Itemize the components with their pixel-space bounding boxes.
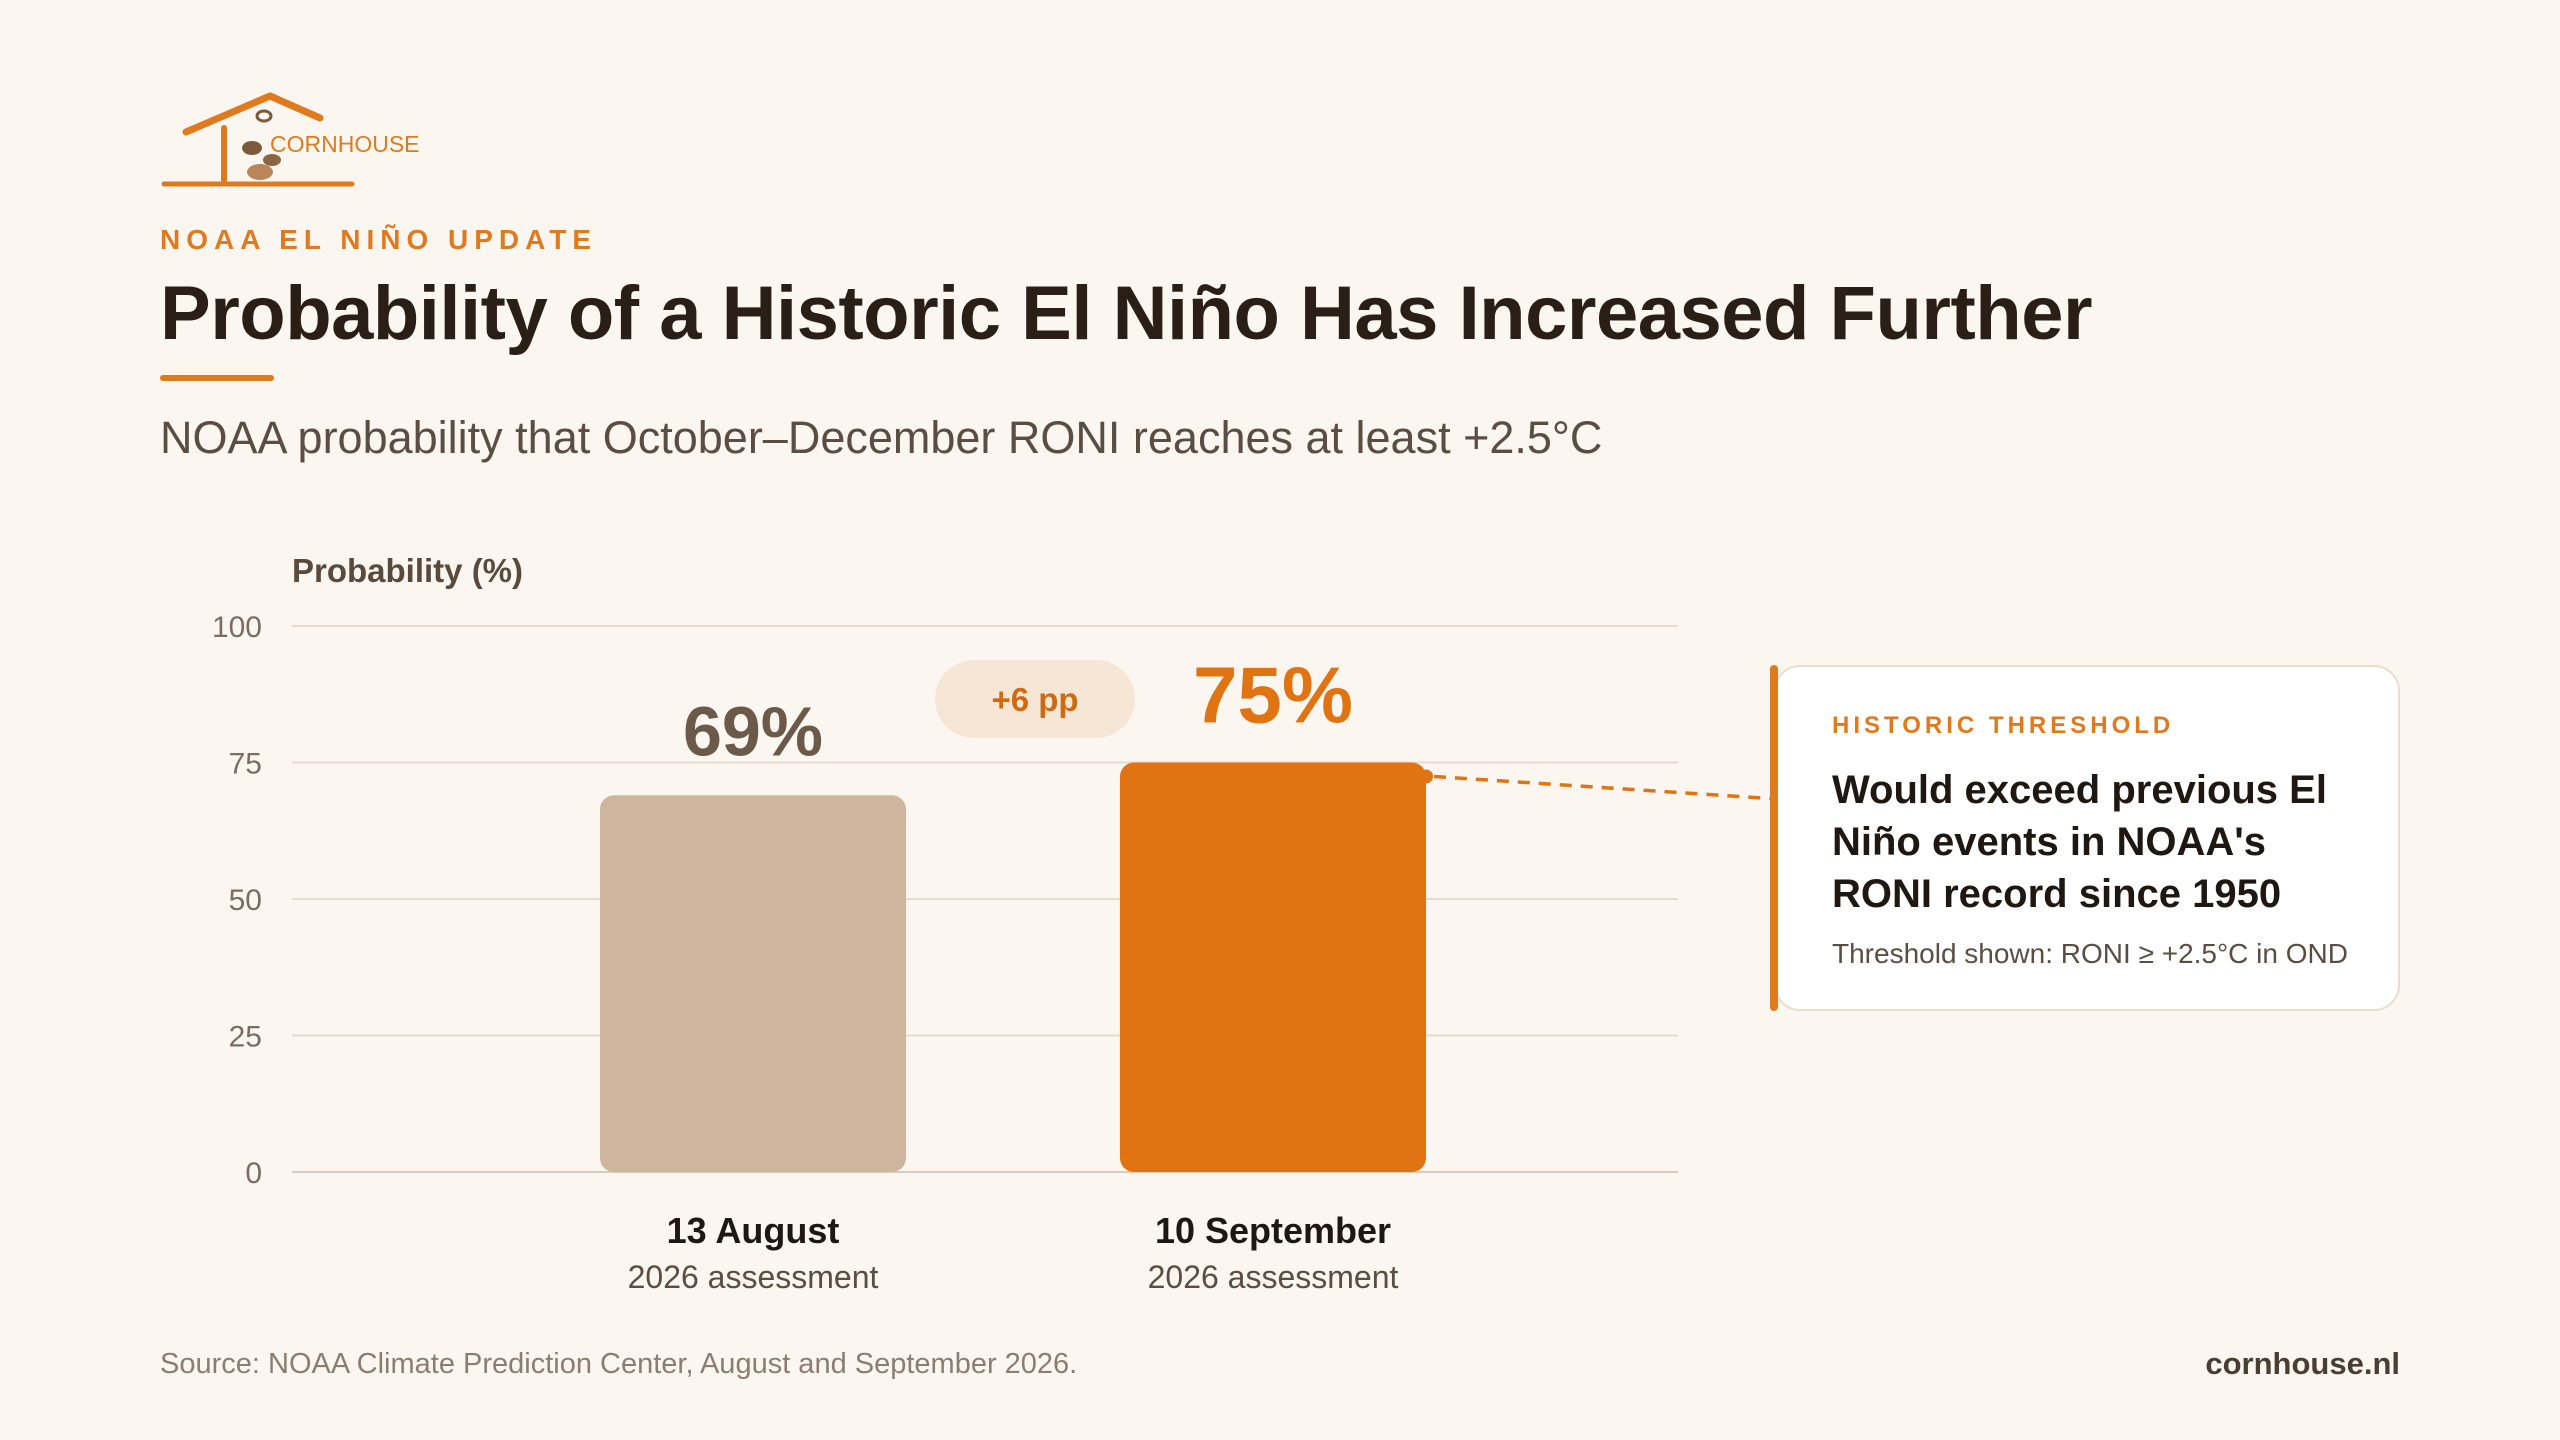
bar-1	[600, 795, 906, 1172]
x-tick-sublabel: 2026 assessment	[1148, 1259, 1399, 1295]
page-title: Probability of a Historic El Niño Has In…	[160, 271, 2093, 356]
x-tick-label: 10 September	[1155, 1210, 1391, 1251]
callout-note: Threshold shown: RONI ≥ +2.5°C in OND	[1832, 938, 2348, 969]
y-tick-label: 25	[229, 1021, 262, 1054]
y-tick-label: 75	[229, 748, 262, 781]
data-label: 69%	[683, 692, 823, 770]
y-axis-label: Probability (%)	[292, 552, 523, 589]
y-tick-label: 0	[245, 1157, 262, 1190]
x-tick-label: 13 August	[667, 1210, 840, 1251]
gridlines	[292, 625, 1678, 1173]
bar-2	[1120, 762, 1426, 1172]
data-label: 75%	[1193, 651, 1353, 740]
y-tick-label: 100	[212, 611, 262, 644]
callout-headline: Would exceed previous El Niño events in …	[1832, 768, 2327, 916]
cornhouse-logo: CORNHOUSE	[161, 92, 420, 187]
house-with-corn-icon	[161, 92, 355, 187]
callout-accent-bar	[1770, 665, 1778, 1011]
callout-kicker: HISTORIC THRESHOLD	[1832, 712, 2175, 739]
connector-dot	[1419, 769, 1433, 784]
logo-text: CORNHOUSE	[270, 131, 420, 157]
bars	[600, 762, 1426, 1172]
source-note: Source: NOAA Climate Prediction Center, …	[160, 1348, 1078, 1380]
change-badge-label: +6 pp	[991, 681, 1078, 718]
labels: 0 25 50 75 100 69% 13 August 2026 assessment 75%…	[212, 611, 1399, 1295]
subtitle: NOAA probability that October–December R…	[160, 412, 1603, 463]
connector-line	[1433, 774, 1771, 801]
x-tick-sublabel: 2026 assessment	[628, 1259, 879, 1295]
callout-card	[1774, 665, 2400, 1011]
change-badge	[935, 660, 1135, 738]
title-underline	[160, 375, 274, 381]
kicker: NOAA EL NIÑO UPDATE	[160, 224, 598, 255]
site-link[interactable]: cornhouse.nl	[2205, 1346, 2400, 1381]
y-tick-label: 50	[229, 884, 262, 917]
